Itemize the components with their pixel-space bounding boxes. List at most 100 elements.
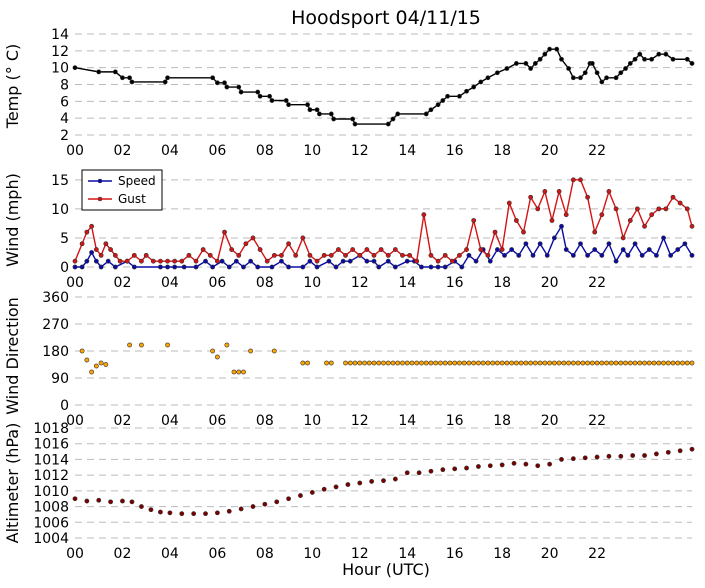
data-point	[84, 498, 90, 504]
legend-box	[81, 169, 163, 211]
data-point	[385, 360, 391, 366]
data-point	[654, 451, 659, 457]
data-point	[684, 56, 690, 62]
data-point	[129, 79, 135, 85]
y-axis-label: Altimeter (hPa)	[3, 423, 22, 544]
data-point	[476, 464, 481, 469]
data-point	[352, 360, 358, 366]
data-point	[395, 111, 401, 117]
gust-point	[421, 212, 427, 218]
gust-point	[689, 223, 695, 229]
gust-point	[364, 247, 370, 252]
data-point	[203, 511, 208, 517]
data-point	[286, 496, 291, 502]
data-point	[139, 342, 144, 348]
data-point	[594, 70, 600, 76]
speed-point	[233, 258, 239, 264]
speed-point	[286, 264, 291, 270]
data-point	[495, 360, 500, 366]
data-point	[357, 480, 363, 486]
y-tick-label: 1014	[33, 452, 69, 468]
gust-point	[300, 235, 306, 241]
gust-point	[521, 229, 526, 235]
gust-point	[457, 252, 462, 258]
gust-point	[143, 252, 149, 258]
speed-point	[72, 264, 78, 270]
speed-point	[210, 264, 216, 270]
speed-point	[435, 264, 441, 270]
x-axis-label: Hour (UTC)	[342, 560, 430, 579]
legend-label: Gust	[118, 192, 146, 206]
chart-title: Hoodsport 04/11/15	[291, 7, 481, 29]
data-point	[328, 360, 334, 366]
data-point	[661, 360, 666, 366]
data-point	[594, 454, 600, 460]
data-point	[371, 360, 377, 366]
data-point	[231, 369, 237, 375]
data-point	[357, 360, 363, 366]
gust-point	[112, 252, 118, 258]
data-point	[606, 453, 612, 459]
x-tick-label: 06	[208, 143, 226, 159]
data-point	[255, 89, 261, 95]
wind-legend: Speed Gust	[81, 169, 163, 211]
data-point	[670, 360, 676, 366]
x-tick-label: 18	[493, 143, 511, 159]
data-point	[599, 360, 605, 366]
data-point	[428, 360, 434, 366]
speed-point	[255, 264, 261, 270]
speed-point	[682, 241, 688, 247]
data-point	[651, 360, 657, 366]
speed-point	[428, 264, 434, 270]
data-point	[165, 342, 170, 348]
data-point	[618, 360, 624, 366]
data-point	[423, 360, 429, 366]
data-point	[537, 56, 543, 62]
data-point	[504, 66, 510, 71]
gust-point	[663, 206, 669, 212]
data-point	[542, 51, 548, 57]
speed-point	[592, 247, 598, 252]
data-point	[585, 360, 590, 366]
speed-point	[376, 264, 382, 270]
gust-point	[236, 252, 242, 258]
x-tick-label: 06	[208, 413, 226, 429]
data-point	[485, 360, 491, 366]
gust-point	[89, 223, 95, 229]
data-point	[570, 75, 576, 81]
y-tick-label: 8	[60, 78, 69, 94]
data-point	[665, 449, 671, 455]
data-point	[395, 360, 401, 366]
y-tick-label: 90	[51, 371, 69, 387]
data-point	[423, 111, 429, 117]
data-point	[98, 360, 104, 366]
gust-point	[606, 189, 612, 194]
speed-point	[340, 258, 346, 264]
data-point	[566, 66, 571, 71]
data-point	[457, 93, 462, 99]
x-tick-label: 02	[114, 275, 132, 291]
x-tick-label: 10	[303, 546, 321, 562]
speed-point	[675, 247, 681, 252]
data-point	[158, 509, 163, 515]
data-point	[416, 470, 422, 476]
gust-point	[293, 252, 299, 258]
speed-point	[689, 252, 695, 258]
data-point	[499, 462, 505, 468]
speed-point	[495, 247, 500, 252]
x-tick-label: 00	[66, 275, 84, 291]
gust-point	[271, 252, 277, 258]
gust-point	[229, 247, 235, 252]
gust-point	[485, 252, 491, 258]
speed-point	[487, 258, 493, 264]
y-axis-label: Temp (° C)	[3, 44, 22, 129]
speed-point	[639, 252, 645, 258]
data-point	[250, 504, 256, 509]
speed-point	[79, 264, 85, 270]
data-point	[298, 493, 303, 498]
data-point	[162, 79, 168, 85]
data-point	[148, 507, 154, 513]
data-point	[309, 490, 315, 495]
data-point	[457, 360, 462, 366]
